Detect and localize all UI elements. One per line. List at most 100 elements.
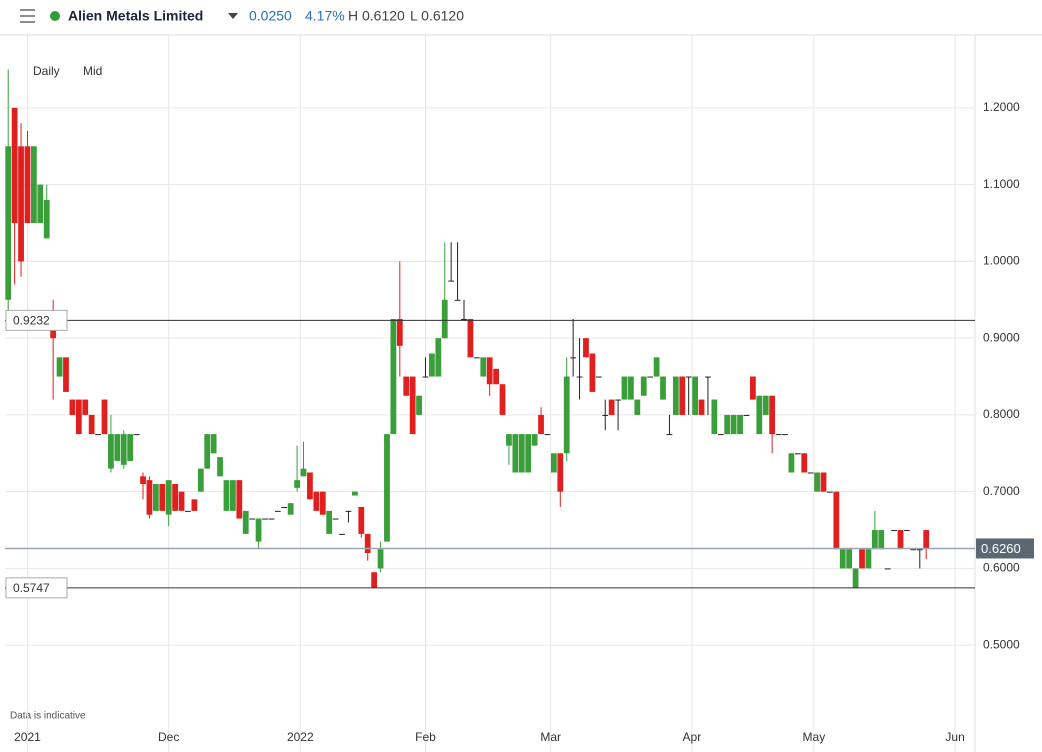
candle-body xyxy=(852,568,859,588)
candle-body xyxy=(24,146,31,224)
x-tick-label: Feb xyxy=(415,730,436,744)
candle-body xyxy=(82,399,89,415)
candle-body xyxy=(782,434,788,436)
y-tick-label: 0.8000 xyxy=(983,407,1020,421)
candle-body xyxy=(165,480,172,515)
candle-body xyxy=(473,357,480,359)
candle-body xyxy=(724,414,731,435)
candle-body xyxy=(409,376,416,435)
candle-body xyxy=(268,518,275,520)
candle-body xyxy=(814,472,820,492)
candle-body xyxy=(11,107,18,224)
candle-body xyxy=(672,376,679,415)
price-line-label: 0.5747 xyxy=(13,581,50,595)
x-tick-label: Mar xyxy=(540,730,561,744)
candle-body xyxy=(178,491,185,511)
candle-body xyxy=(859,549,865,569)
candle-body xyxy=(88,414,95,435)
disclaimer: Data is indicative xyxy=(10,711,86,722)
candle-body xyxy=(807,472,814,474)
candle-body xyxy=(255,518,262,542)
candle-body xyxy=(602,414,609,416)
price-type[interactable]: Mid xyxy=(83,64,102,78)
candle-body xyxy=(300,468,307,477)
candle-body xyxy=(364,533,371,554)
candle-body xyxy=(775,434,782,436)
candle-body xyxy=(685,376,692,378)
candle-body xyxy=(833,491,840,550)
candle-body xyxy=(743,414,750,416)
candle-body xyxy=(615,399,621,401)
candle-body xyxy=(897,530,904,550)
candles xyxy=(5,69,930,588)
candle-body xyxy=(486,357,493,385)
candle-body xyxy=(698,399,705,415)
candle-body xyxy=(416,395,422,415)
candle-body xyxy=(525,434,532,473)
candle-body xyxy=(461,318,467,320)
candle-body xyxy=(904,530,910,532)
candle-body xyxy=(435,338,442,377)
candle-body xyxy=(262,518,268,520)
candle-body xyxy=(332,518,339,520)
candle-body xyxy=(865,549,872,569)
price-badge-label: 0.6260 xyxy=(981,541,1021,556)
candle-body xyxy=(563,376,570,454)
candle-body xyxy=(43,200,50,239)
candle-body xyxy=(249,518,256,520)
candle-body xyxy=(294,480,300,488)
candle-body xyxy=(884,568,891,570)
candle-body xyxy=(762,395,769,415)
candle-body xyxy=(910,549,917,551)
y-tick-label: 0.6000 xyxy=(983,561,1020,575)
candle-body xyxy=(512,434,519,473)
candle-body xyxy=(660,376,666,400)
candle-body xyxy=(108,434,114,469)
candle-body xyxy=(217,457,223,477)
candle-body xyxy=(429,353,435,377)
candle-body xyxy=(801,453,808,473)
candle-body xyxy=(820,472,827,492)
candle-body xyxy=(493,368,499,385)
candle-body xyxy=(846,549,853,569)
candle-body xyxy=(210,434,217,454)
candle-body xyxy=(345,510,352,512)
price-line-box xyxy=(5,577,68,599)
y-tick-label: 1.2000 xyxy=(983,100,1020,114)
candle-body xyxy=(749,376,756,400)
candle-body xyxy=(730,414,737,435)
candle-body xyxy=(640,376,647,396)
candle-body xyxy=(37,184,44,224)
interval[interactable]: Daily xyxy=(33,64,60,78)
menu-icon[interactable] xyxy=(20,9,35,23)
candle-body xyxy=(634,399,641,415)
candle-body xyxy=(75,399,82,435)
candle-body xyxy=(621,376,628,400)
candle-body xyxy=(653,357,660,377)
candle-body xyxy=(242,510,249,534)
instrument-name[interactable]: Alien Metals Limited xyxy=(68,8,203,24)
candle-body xyxy=(891,530,898,532)
candle-body xyxy=(146,480,153,515)
candle-body xyxy=(794,453,801,455)
candle-body xyxy=(159,483,166,511)
price-line-label: 0.9232 xyxy=(13,314,50,328)
candle-body xyxy=(608,399,615,415)
candle-body xyxy=(692,376,698,415)
y-tick-label: 1.0000 xyxy=(983,254,1020,268)
status-dot xyxy=(50,11,60,21)
dropdown-caret[interactable] xyxy=(228,13,238,19)
candle-body xyxy=(326,510,333,534)
candle-body xyxy=(197,468,204,492)
candle-body xyxy=(120,434,127,465)
candle-body xyxy=(557,453,564,492)
candle-body xyxy=(467,318,474,358)
candle-body xyxy=(923,530,930,549)
candle-body xyxy=(390,318,397,435)
candle-body xyxy=(307,472,313,500)
candle-body xyxy=(878,530,885,550)
candle-body xyxy=(101,399,108,435)
x-tick-label: May xyxy=(803,730,826,744)
